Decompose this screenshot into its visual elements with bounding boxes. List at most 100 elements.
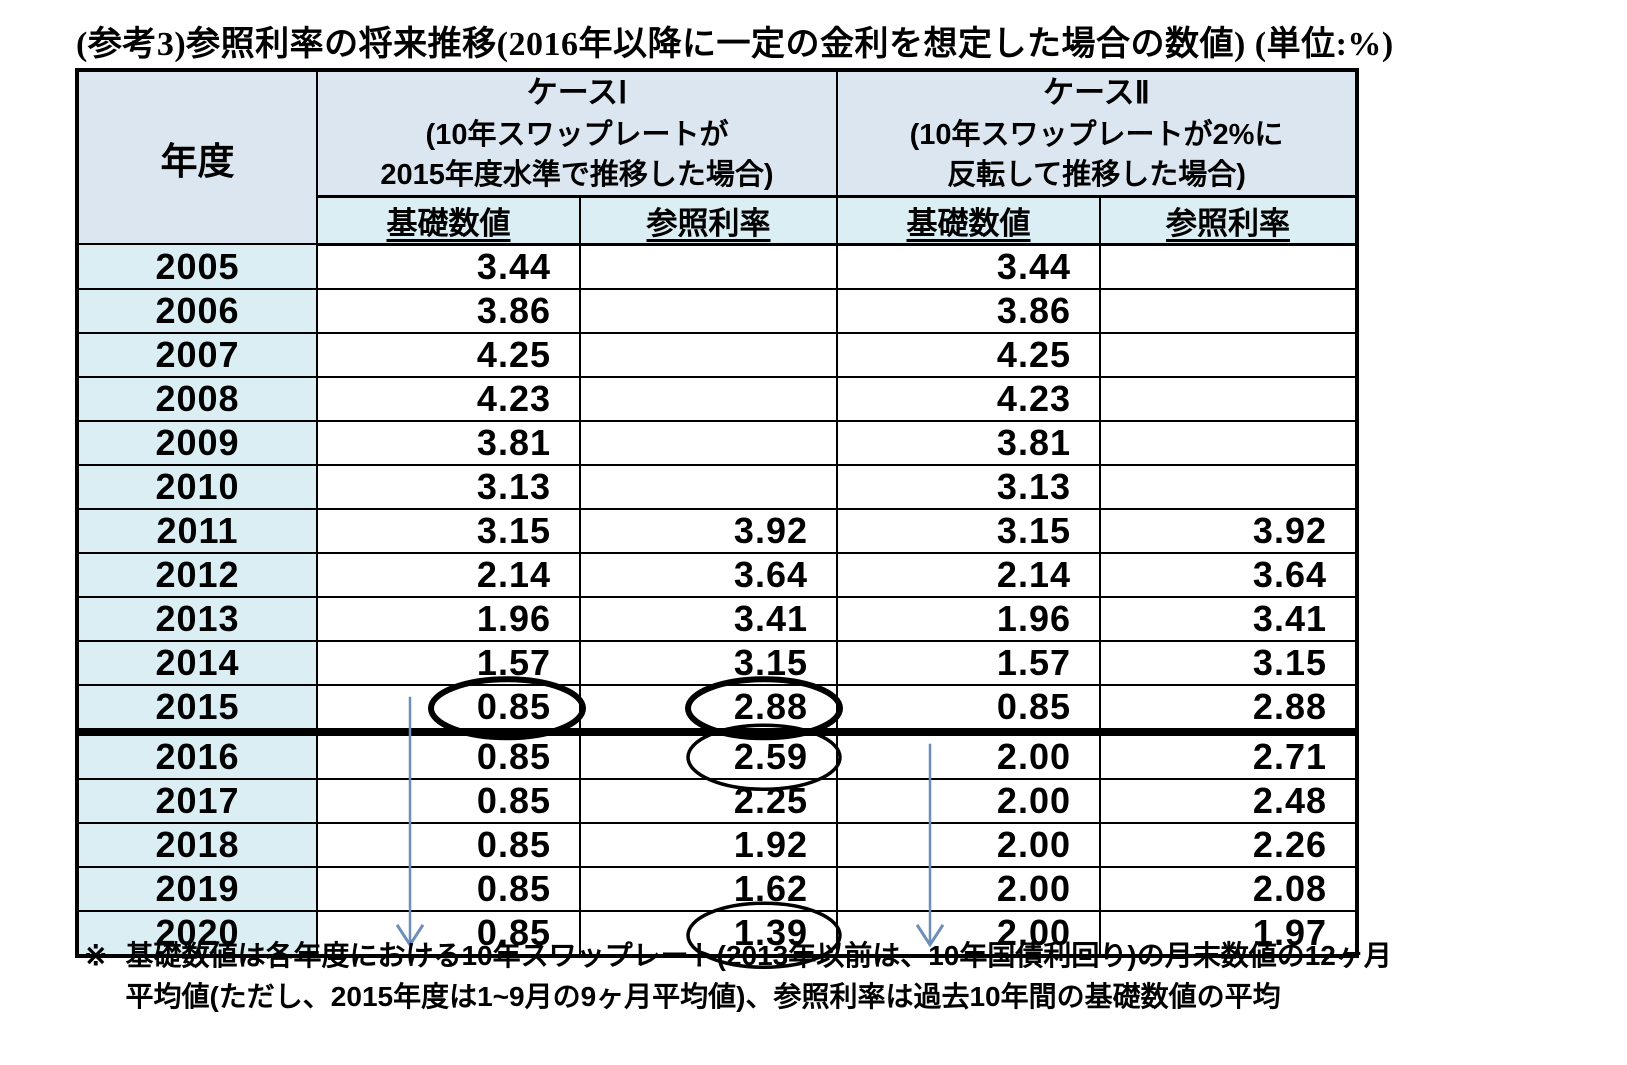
case2-base-2015: 0.85 [836,683,1101,736]
case2-base-2020: 2.00 [836,909,1101,957]
case2-ref-2013: 3.41 [1099,595,1358,642]
table-row-2012: 2012 2.14 3.64 2.14 3.64 [76,551,1358,598]
case2-base-2018: 2.00 [836,821,1101,868]
subheader-row: 基礎数値 参照利率 基礎数値 参照利率 [77,194,1358,246]
year-cell-2013: 2013 [76,595,318,642]
case2-base-2010: 3.13 [836,463,1101,510]
case1-ref-2010 [579,463,838,510]
table-row-2008: 2008 4.23 4.23 [76,375,1358,422]
case1-base-2006: 3.86 [316,287,581,334]
year-cell-2006: 2006 [76,287,318,334]
case1-base-2005: 3.44 [316,243,581,290]
case1-desc-line2: 2015年度水準で推移した場合) [380,158,774,191]
case2-ref-2008 [1099,375,1358,422]
year-cell-2018: 2018 [76,821,318,868]
case2-ref-2006 [1099,287,1358,334]
case2-base-2005: 3.44 [836,243,1101,290]
case2-name: ケースⅡ [1043,75,1150,110]
case1-base-2012: 2.14 [316,551,581,598]
case2-base-2013: 1.96 [836,595,1101,642]
case2-ref-2009 [1099,419,1358,466]
case2-ref-2011: 3.92 [1099,507,1358,554]
case1-base-2018: 0.85 [316,821,581,868]
case1-ref-2005 [579,243,838,290]
case1-ref-2013: 3.41 [579,595,838,642]
case1-name: ケースⅠ [526,75,628,110]
table-row-2017: 2017 0.85 2.25 2.00 2.48 [76,777,1358,824]
footnote-line2: 平均値(ただし、2015年度は1~9月の9ヶ月平均値)、参照利率は過去10年間の… [125,980,1281,1012]
case1-ref-2015: 2.88 [579,683,838,736]
table-row-2016: 2016 0.85 2.59 2.00 2.71 [76,730,1358,780]
case2-base-2016: 2.00 [836,730,1101,780]
case2-base-2019: 2.00 [836,865,1101,912]
case1-header: ケースⅠ (10年スワップレートが 2015年度水準で推移した場合) [316,68,838,198]
case1-base-2011: 3.15 [316,507,581,554]
year-cell-2005: 2005 [76,243,318,290]
table-row-2005: 2005 3.44 3.44 [76,243,1358,290]
case1-base-2008: 4.23 [316,375,581,422]
year-cell-2020: 2020 [76,909,318,957]
case1-base-2015: 0.85 [316,683,581,736]
year-cell-2012: 2012 [76,551,318,598]
page-title: (参考3)参照利率の将来推移(2016年以降に一定の金利を想定した場合の数値) … [76,26,1394,63]
case2-ref-2012: 3.64 [1099,551,1358,598]
table-row-2014: 2014 1.57 3.15 1.57 3.15 [76,639,1358,686]
table-row-2013: 2013 1.96 3.41 1.96 3.41 [76,595,1358,642]
case2-ref-2016: 2.71 [1099,730,1358,780]
case2-base-2008: 4.23 [836,375,1101,422]
case1-ref-2008 [579,375,838,422]
case2-ref-header: 参照利率 [1099,194,1358,246]
case2-ref-2017: 2.48 [1099,777,1358,824]
year-column-header: 年度 [76,68,318,246]
year-cell-2014: 2014 [76,639,318,686]
case1-desc-line1: (10年スワップレートが [425,118,729,151]
case2-base-2017: 2.00 [836,777,1101,824]
case-header-row: 年度 ケースⅠ (10年スワップレートが 2015年度水準で推移した場合) ケー… [76,68,1358,246]
year-cell-2016: 2016 [76,730,318,780]
case1-ref-2018: 1.92 [579,821,838,868]
case2-base-2011: 3.15 [836,507,1101,554]
case1-ref-2006 [579,287,838,334]
year-cell-2011: 2011 [76,507,318,554]
case1-base-2013: 1.96 [316,595,581,642]
table-row-2018: 2018 0.85 1.92 2.00 2.26 [76,821,1358,868]
table-row-2006: 2006 3.86 3.86 [76,287,1358,334]
case2-base-2009: 3.81 [836,419,1101,466]
case1-ref-2014: 3.15 [579,639,838,686]
case1-ref-2012: 3.64 [579,551,838,598]
table-row-2010: 2010 3.13 3.13 [76,463,1358,510]
case2-ref-2005 [1099,243,1358,290]
case1-base-header: 基礎数値 [316,194,581,246]
case1-ref-2016: 2.59 [579,730,838,780]
case1-base-2020: 0.85 [316,909,581,957]
case2-ref-2014: 3.15 [1099,639,1358,686]
case1-base-2016: 0.85 [316,730,581,780]
table-row-2019: 2019 0.85 1.62 2.00 2.08 [76,865,1358,912]
footnote-line1: 基礎数値は各年度における10年スワップレート(2013年以前は、10年国債利回り… [125,940,1392,971]
case2-base-2014: 1.57 [836,639,1101,686]
case1-ref-2019: 1.62 [579,865,838,912]
case2-desc-line2: 反転して推移した場合) [947,158,1246,191]
case2-ref-2020: 1.97 [1099,909,1358,957]
case1-ref-2011: 3.92 [579,507,838,554]
case1-ref-header: 参照利率 [579,194,838,246]
footnote: ※ 基礎数値は各年度における10年スワップレート(2013年以前は、10年国債利… [84,936,1392,1017]
table-row-2007: 2007 4.25 4.25 [76,331,1358,378]
year-cell-2019: 2019 [76,865,318,912]
case1-base-2014: 1.57 [316,639,581,686]
case2-ref-2007 [1099,331,1358,378]
case1-ref-2017: 2.25 [579,777,838,824]
case1-base-2017: 0.85 [316,777,581,824]
table-row-2011: 2011 3.15 3.92 3.15 3.92 [76,507,1358,554]
year-cell-2015: 2015 [76,683,318,736]
year-cell-2009: 2009 [76,419,318,466]
reference-rate-table: 年度 ケースⅠ (10年スワップレートが 2015年度水準で推移した場合) ケー… [75,68,1359,958]
case2-base-2006: 3.86 [836,287,1101,334]
case2-desc-line1: (10年スワップレートが2%に [909,118,1284,151]
table-row-2015: 2015 0.85 2.88 0.85 2.88 [76,683,1358,736]
year-cell-2017: 2017 [76,777,318,824]
case2-header: ケースⅡ (10年スワップレートが2%に 反転して推移した場合) [836,68,1358,198]
table-row-2009: 2009 3.81 3.81 [76,419,1358,466]
case1-ref-2009 [579,419,838,466]
case1-base-2007: 4.25 [316,331,581,378]
